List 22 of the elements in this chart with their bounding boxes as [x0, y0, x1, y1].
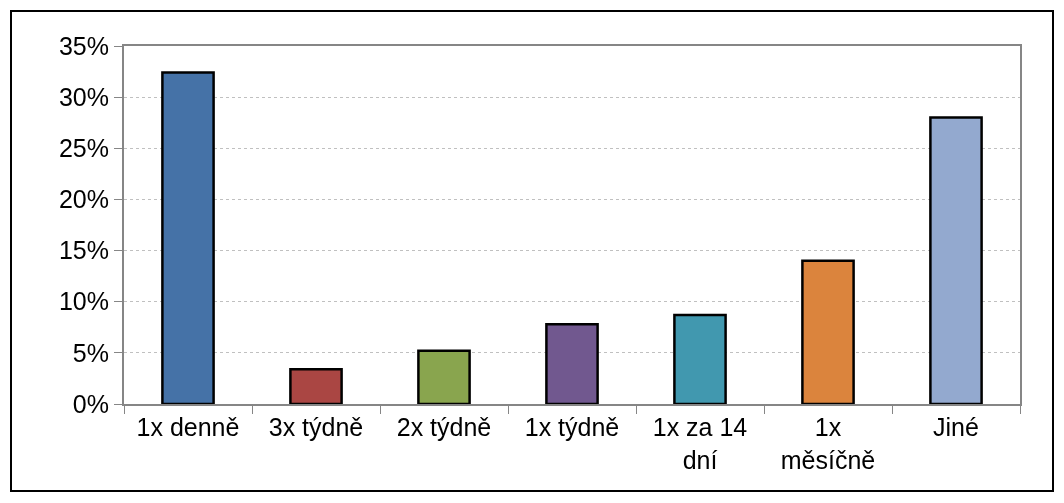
y-tick-label: 20%	[58, 185, 109, 214]
x-tick-label: 1x denně	[136, 413, 240, 441]
y-tick-label: 25%	[58, 134, 109, 163]
y-tick-label: 5%	[72, 338, 109, 367]
x-tick-label: 3x týdně	[268, 413, 364, 441]
y-tick-label: 10%	[58, 287, 109, 316]
x-tick-label: Jiné	[933, 413, 979, 441]
x-tick-label: 2x týdně	[396, 413, 492, 441]
y-tick-label: 15%	[58, 236, 109, 265]
bar	[801, 259, 855, 404]
y-tick-label: 30%	[58, 82, 109, 111]
bar	[673, 313, 727, 404]
bar	[545, 322, 599, 404]
y-tick-label: 35%	[58, 31, 109, 60]
x-tick-label: 1x týdně	[524, 413, 620, 441]
x-tick-label: 1x měsíčně	[780, 413, 876, 474]
y-tick-label: 0%	[72, 389, 109, 418]
bar	[161, 71, 215, 404]
bar	[289, 367, 343, 404]
bar	[929, 116, 983, 404]
bar	[417, 349, 471, 404]
x-tick-label: 1x za 14 dní	[652, 413, 748, 474]
